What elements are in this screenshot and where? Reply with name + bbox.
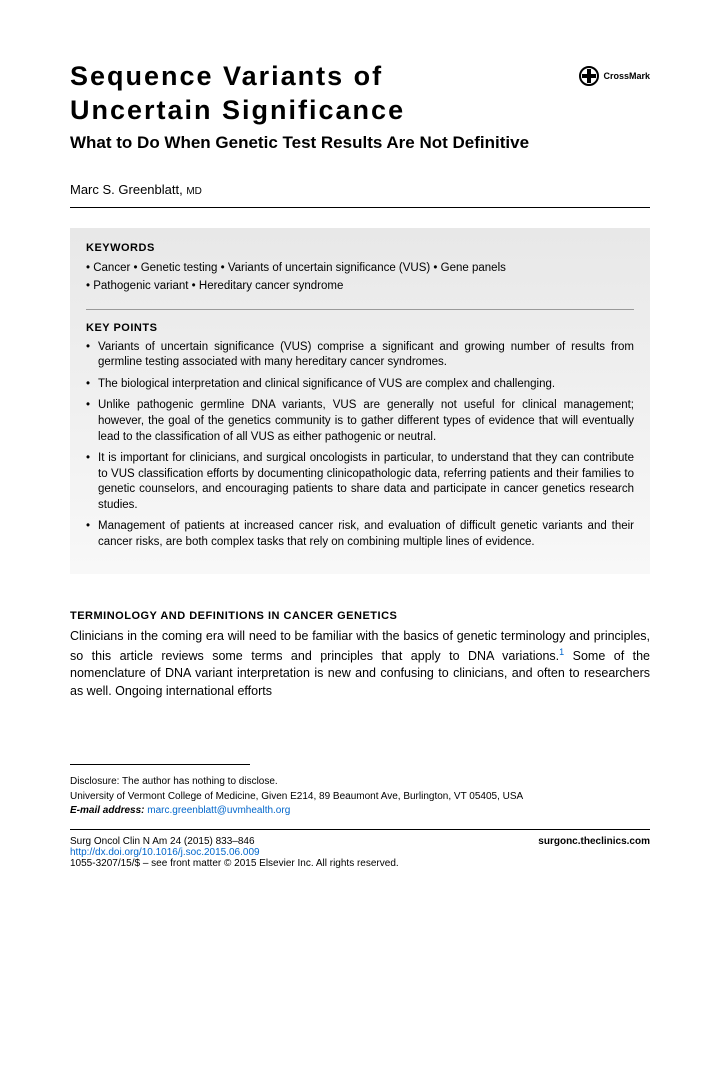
footer-bottom-rule [70,829,650,830]
disclosure-text: Disclosure: The author has nothing to di… [70,775,650,790]
section-heading: TERMINOLOGY AND DEFINITIONS IN CANCER GE… [70,610,650,622]
keypoint-item: Variants of uncertain significance (VUS)… [86,340,634,371]
affiliation-text: University of Vermont College of Medicin… [70,790,650,805]
box-divider [86,309,634,310]
footer-rule [70,764,250,765]
keypoint-item: Unlike pathogenic germline DNA variants,… [86,398,634,445]
email-line: E-mail address: marc.greenblatt@uvmhealt… [70,804,650,819]
journal-left: Surg Oncol Clin N Am 24 (2015) 833–846 h… [70,836,399,869]
email-link[interactable]: marc.greenblatt@uvmhealth.org [147,805,290,816]
keypoint-item: Management of patients at increased canc… [86,519,634,550]
crossmark-icon [579,66,599,86]
email-label: E-mail address: [70,805,144,816]
crossmark-label: CrossMark [603,71,650,81]
keypoint-item: The biological interpretation and clinic… [86,377,634,393]
article-header: Sequence Variants of Uncertain Significa… [70,60,650,182]
author-degree: MD [186,186,202,197]
keypoint-item: It is important for clinicians, and surg… [86,451,634,513]
keypoints-heading: KEY POINTS [86,322,634,334]
title-block: Sequence Variants of Uncertain Significa… [70,60,571,182]
keywords-line-2: • Pathogenic variant • Hereditary cancer… [86,280,343,292]
article-title: Sequence Variants of Uncertain Significa… [70,60,571,128]
keywords-heading: KEYWORDS [86,242,634,254]
title-line-1: Sequence Variants of [70,61,383,91]
highlights-box: KEYWORDS • Cancer • Genetic testing • Va… [70,228,650,574]
article-subtitle: What to Do When Genetic Test Results Are… [70,132,571,155]
journal-row: Surg Oncol Clin N Am 24 (2015) 833–846 h… [70,836,650,869]
keywords-content: • Cancer • Genetic testing • Variants of… [86,260,634,295]
journal-reference: Surg Oncol Clin N Am 24 (2015) 833–846 [70,836,399,847]
keywords-line-1: • Cancer • Genetic testing • Variants of… [86,262,506,274]
doi-link[interactable]: http://dx.doi.org/10.1016/j.soc.2015.06.… [70,847,399,858]
keypoints-list: Variants of uncertain significance (VUS)… [86,340,634,550]
section-body: Clinicians in the coming era will need t… [70,628,650,700]
article-footer: Disclosure: The author has nothing to di… [70,764,650,869]
journal-site[interactable]: surgonc.theclinics.com [538,836,650,869]
author-name: Marc S. Greenblatt, [70,182,183,197]
title-line-2: Uncertain Significance [70,95,405,125]
copyright-text: 1055-3207/15/$ – see front matter © 2015… [70,858,399,869]
author-line: Marc S. Greenblatt, MD [70,182,650,208]
crossmark-badge[interactable]: CrossMark [579,66,650,86]
